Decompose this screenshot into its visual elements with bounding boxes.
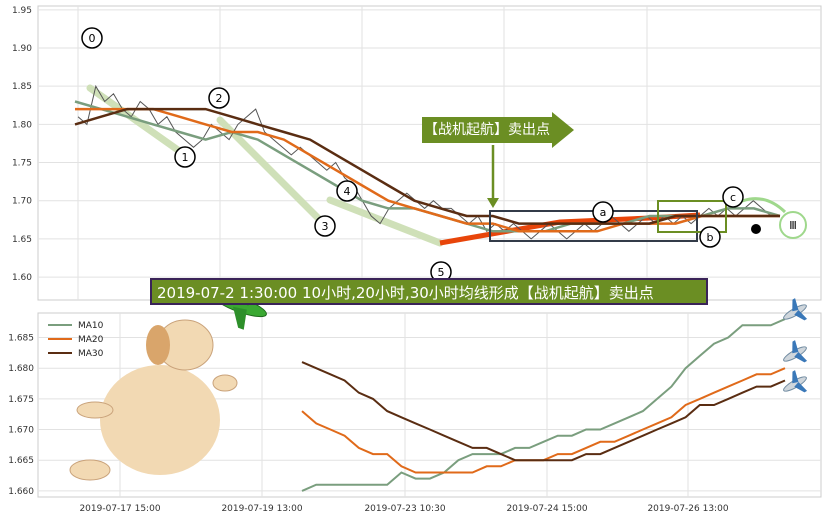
wave-label-circle xyxy=(174,146,196,168)
wave-highlight-segment xyxy=(216,116,329,229)
wave-label-circle xyxy=(208,87,230,109)
wave-label: 0 xyxy=(89,32,96,45)
top-y-tick-label: 1.70 xyxy=(12,197,32,207)
top-y-tick-label: 1.75 xyxy=(12,159,32,169)
signal-box xyxy=(657,200,727,233)
ma20-line xyxy=(75,107,780,233)
sell-point-arrow-label: 【战机起航】卖出点 xyxy=(422,117,552,143)
wave-label: Ⅲ xyxy=(789,219,797,232)
top-y-tick-label: 1.60 xyxy=(12,273,32,283)
airplane-icon xyxy=(783,370,808,393)
wave-label: 1 xyxy=(182,151,189,164)
wave-label: 4 xyxy=(344,185,351,198)
x-tick-label: 2019-07-23 10:30 xyxy=(364,504,445,514)
bottom-ma30-line xyxy=(301,361,786,462)
x-tick-label: 2019-07-26 13:00 xyxy=(647,504,728,514)
x-tick-label: 2019-07-24 15:00 xyxy=(506,504,587,514)
bottom-ma10-line xyxy=(301,318,786,492)
x-tick-label: 2019-07-17 15:00 xyxy=(79,504,160,514)
legend-label: MA10 xyxy=(78,321,104,331)
top-y-tick-label: 1.65 xyxy=(12,235,32,245)
wave-label-circle xyxy=(779,211,807,239)
wave-highlight-segment xyxy=(326,196,444,247)
sell-point-arrow-head xyxy=(552,112,574,148)
ma30-line xyxy=(74,107,780,225)
wave-label-circle xyxy=(314,215,336,237)
bottom-y-tick-label: 1.680 xyxy=(8,364,34,374)
top-y-tick-label: 1.85 xyxy=(12,82,32,92)
wave-label-circle xyxy=(81,27,103,49)
wave-label: a xyxy=(600,206,607,219)
wave-highlight-segment xyxy=(86,84,189,159)
top-y-tick-label: 1.80 xyxy=(12,120,32,130)
airplane-icon xyxy=(783,298,808,321)
wave-label: 3 xyxy=(322,220,329,233)
x-tick-label: 2019-07-19 13:00 xyxy=(221,504,302,514)
wave-label-circle xyxy=(336,180,358,202)
bottom-y-tick-label: 1.675 xyxy=(8,395,34,405)
wave-label-circle xyxy=(699,226,721,248)
signal-banner: 2019-07-2 1:30:00 10小时,20小时,30小时均线形成【战机起… xyxy=(150,278,708,305)
top-y-tick-label: 1.90 xyxy=(12,44,32,54)
wave-label: c xyxy=(730,191,736,204)
legend-label: MA30 xyxy=(78,349,104,359)
bottom-y-tick-label: 1.670 xyxy=(8,426,34,436)
wave-label-circle xyxy=(592,201,614,223)
down-arrow-head xyxy=(487,198,499,208)
airplane-icon xyxy=(783,340,808,363)
end-dot xyxy=(751,224,761,234)
dog-illustration xyxy=(69,319,238,481)
bottom-y-tick-label: 1.660 xyxy=(8,487,34,497)
wave-label-circle xyxy=(722,186,744,208)
wave-label: b xyxy=(707,231,714,244)
bottom-y-tick-label: 1.665 xyxy=(8,456,34,466)
bottom-y-tick-label: 1.685 xyxy=(8,334,34,344)
top-y-tick-label: 1.95 xyxy=(12,6,32,16)
wave-label: 5 xyxy=(438,266,445,279)
wave-label: 2 xyxy=(216,92,223,105)
legend-label: MA20 xyxy=(78,335,104,345)
top-panel-frame xyxy=(37,5,822,301)
